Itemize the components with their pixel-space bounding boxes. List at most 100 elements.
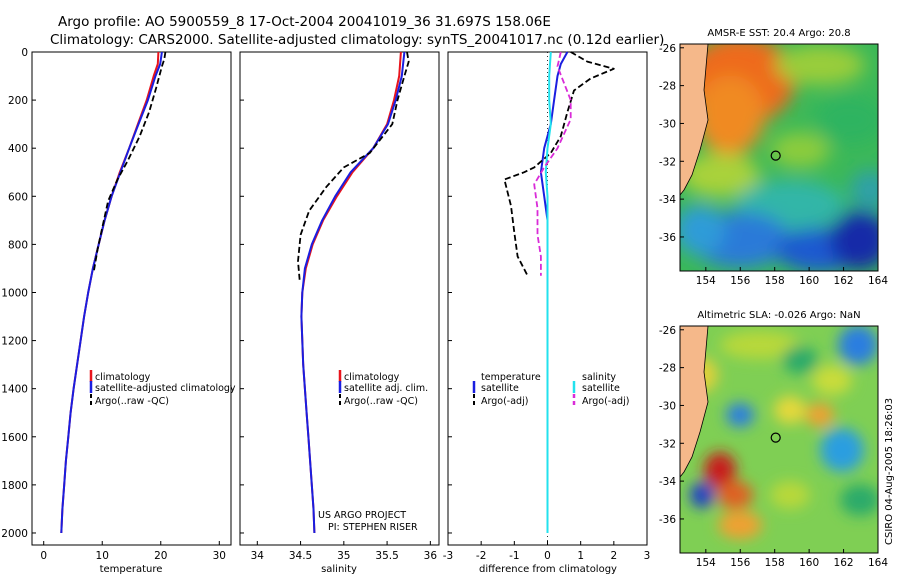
sla-map-land xyxy=(680,326,708,477)
map-x-tick-label: 154 xyxy=(696,275,716,287)
figure-title-line1: Argo profile: AO 5900559_8 17-Oct-2004 2… xyxy=(58,14,551,30)
y-tick-label: 600 xyxy=(8,191,28,203)
series-temperature-argo xyxy=(503,51,615,277)
map-y-tick-label: -26 xyxy=(659,325,676,337)
sst-map-coastline xyxy=(680,44,709,196)
x-tick-label: -1 xyxy=(509,550,519,562)
map-x-tick-label: 160 xyxy=(799,275,819,287)
sst-map-title: AMSR-E SST: 20.4 Argo: 20.8 xyxy=(707,28,850,39)
y-tick-label: 400 xyxy=(8,143,28,155)
legend-label-climatology: climatology xyxy=(95,372,151,383)
series-salinity-satellite xyxy=(544,51,552,533)
side-label: CSIRO 04-Aug-2005 18:26:03 xyxy=(884,398,895,545)
sst-map-frame xyxy=(679,43,879,272)
x-tick-label: 34 xyxy=(251,550,265,562)
x-tick-label: 30 xyxy=(213,550,226,562)
x-tick-label: 0 xyxy=(40,550,47,562)
legend-heading-salinity: salinity xyxy=(582,372,616,383)
x-tick-label: 3 xyxy=(644,550,651,562)
x-tick-label: 2 xyxy=(610,550,617,562)
y-tick-label: 200 xyxy=(8,95,28,107)
map-x-tick-label: 160 xyxy=(799,557,819,569)
legend-label-satellite: satellite adj. clim. xyxy=(344,383,428,394)
sla-map-field xyxy=(680,326,878,553)
map-y-tick-label: -28 xyxy=(659,363,676,375)
series-argo xyxy=(92,51,167,274)
x-tick-label: -2 xyxy=(476,550,486,562)
series-salinity-argo xyxy=(533,51,572,276)
map-x-tick-label: 164 xyxy=(868,557,888,569)
y-tick-label: 1000 xyxy=(1,287,28,299)
series-satellite xyxy=(60,51,163,534)
map-y-tick-label: -30 xyxy=(659,118,676,130)
y-tick-label: 0 xyxy=(21,47,28,59)
profile-plots: 0 10 20 30020040060080010001200140016001800… xyxy=(1,47,650,562)
sla-map-title: Altimetric SLA: -0.026 Argo: NaN xyxy=(697,310,860,321)
map-x-tick-label: 158 xyxy=(765,557,785,569)
map-y-tick-label: -36 xyxy=(659,232,676,244)
salinity-panel-frame xyxy=(239,51,440,546)
map-y-tick-label: -26 xyxy=(659,43,676,55)
x-tick-label: -3 xyxy=(443,550,453,562)
sla-argo-location-marker xyxy=(770,432,781,443)
y-tick-label: 1200 xyxy=(1,336,28,348)
map-y-tick-label: -30 xyxy=(659,400,676,412)
difference-legend: temperature satellite Argo(-adj) salinit… xyxy=(472,372,629,407)
legend-label-climatology: climatology xyxy=(344,372,400,383)
legend-label-salinity-argo: Argo(-adj) xyxy=(582,396,629,407)
salinity-profile: 34 34.5 35 35.5 36 xyxy=(240,51,438,562)
map-x-tick-label: 162 xyxy=(834,557,854,569)
temperature-panel-frame xyxy=(31,51,232,546)
legend-label-argo: Argo(..raw -QC) xyxy=(344,396,418,407)
y-tick-label: 800 xyxy=(8,239,28,251)
y-tick-label: 1800 xyxy=(1,480,28,492)
legend-label-salinity-satellite: satellite xyxy=(582,383,620,394)
legend-label-satellite: satellite-adjusted climatology xyxy=(95,383,236,394)
map-y-tick-label: -34 xyxy=(659,476,676,488)
map-y-tick-label: -32 xyxy=(659,438,676,450)
sla-map-axes: 154 156 158 160 162 164 -26 -28 -30 -32 -34 -36 xyxy=(659,325,888,569)
y-tick-label: 1600 xyxy=(1,432,28,444)
series-satellite xyxy=(300,51,406,534)
legend-label-temperature-satellite: satellite xyxy=(481,383,519,394)
x-tick-label: 35 xyxy=(337,550,350,562)
series-argo xyxy=(297,51,410,281)
x-tick-label: 10 xyxy=(96,550,109,562)
figure-title-line2: Climatology: CARS2000. Satellite-adjuste… xyxy=(50,32,664,48)
x-tick-label: 1 xyxy=(577,550,584,562)
x-tick-label: 0 xyxy=(544,550,551,562)
x-tick-label: 34.5 xyxy=(289,550,312,562)
map-y-tick-label: -28 xyxy=(659,81,676,93)
x-tick-label: 35.5 xyxy=(375,550,398,562)
temperature-legend: climatology satellite-adjusted climatolo… xyxy=(89,370,236,407)
legend-label-argo: Argo(..raw -QC) xyxy=(95,396,169,407)
x-tick-label: 20 xyxy=(154,550,167,562)
temperature-profile: 0 10 20 30 0 200 400 600 800 1000 1200 1400 1600 1800… xyxy=(1,47,226,562)
sst-argo-location-marker xyxy=(770,150,781,161)
map-x-tick-label: 158 xyxy=(765,275,785,287)
map-y-tick-label: -36 xyxy=(659,514,676,526)
sst-map-field xyxy=(680,44,878,271)
map-y-tick-label: -34 xyxy=(659,194,676,206)
y-tick-label: 2000 xyxy=(1,528,28,540)
difference-axis-label: difference from climatology xyxy=(479,564,617,575)
sst-map-land xyxy=(680,44,708,195)
sst-map-axes: 154 156 158 160 162 164 -26 -28 -30 -32 -34 -36 xyxy=(659,43,888,287)
salinity-axis-label: salinity xyxy=(321,564,357,575)
credit-line1: US ARGO PROJECT xyxy=(318,510,406,521)
map-x-tick-label: 156 xyxy=(730,275,750,287)
map-x-tick-label: 154 xyxy=(696,557,716,569)
y-tick-label: 1400 xyxy=(1,384,28,396)
temperature-axis-label: temperature xyxy=(100,564,163,575)
legend-label-temperature-argo: Argo(-adj) xyxy=(481,396,528,407)
map-x-tick-label: 162 xyxy=(834,275,854,287)
x-tick-label: 36 xyxy=(424,550,438,562)
series-climatology xyxy=(300,51,402,534)
salinity-legend: climatology satellite adj. clim. Argo(..… xyxy=(318,370,428,533)
sla-map-coastline xyxy=(680,326,709,478)
credit-line2: PI: STEPHEN RISER xyxy=(328,522,418,533)
map-x-tick-label: 164 xyxy=(868,275,888,287)
map-x-tick-label: 156 xyxy=(730,557,750,569)
legend-heading-temperature: temperature xyxy=(481,372,541,383)
